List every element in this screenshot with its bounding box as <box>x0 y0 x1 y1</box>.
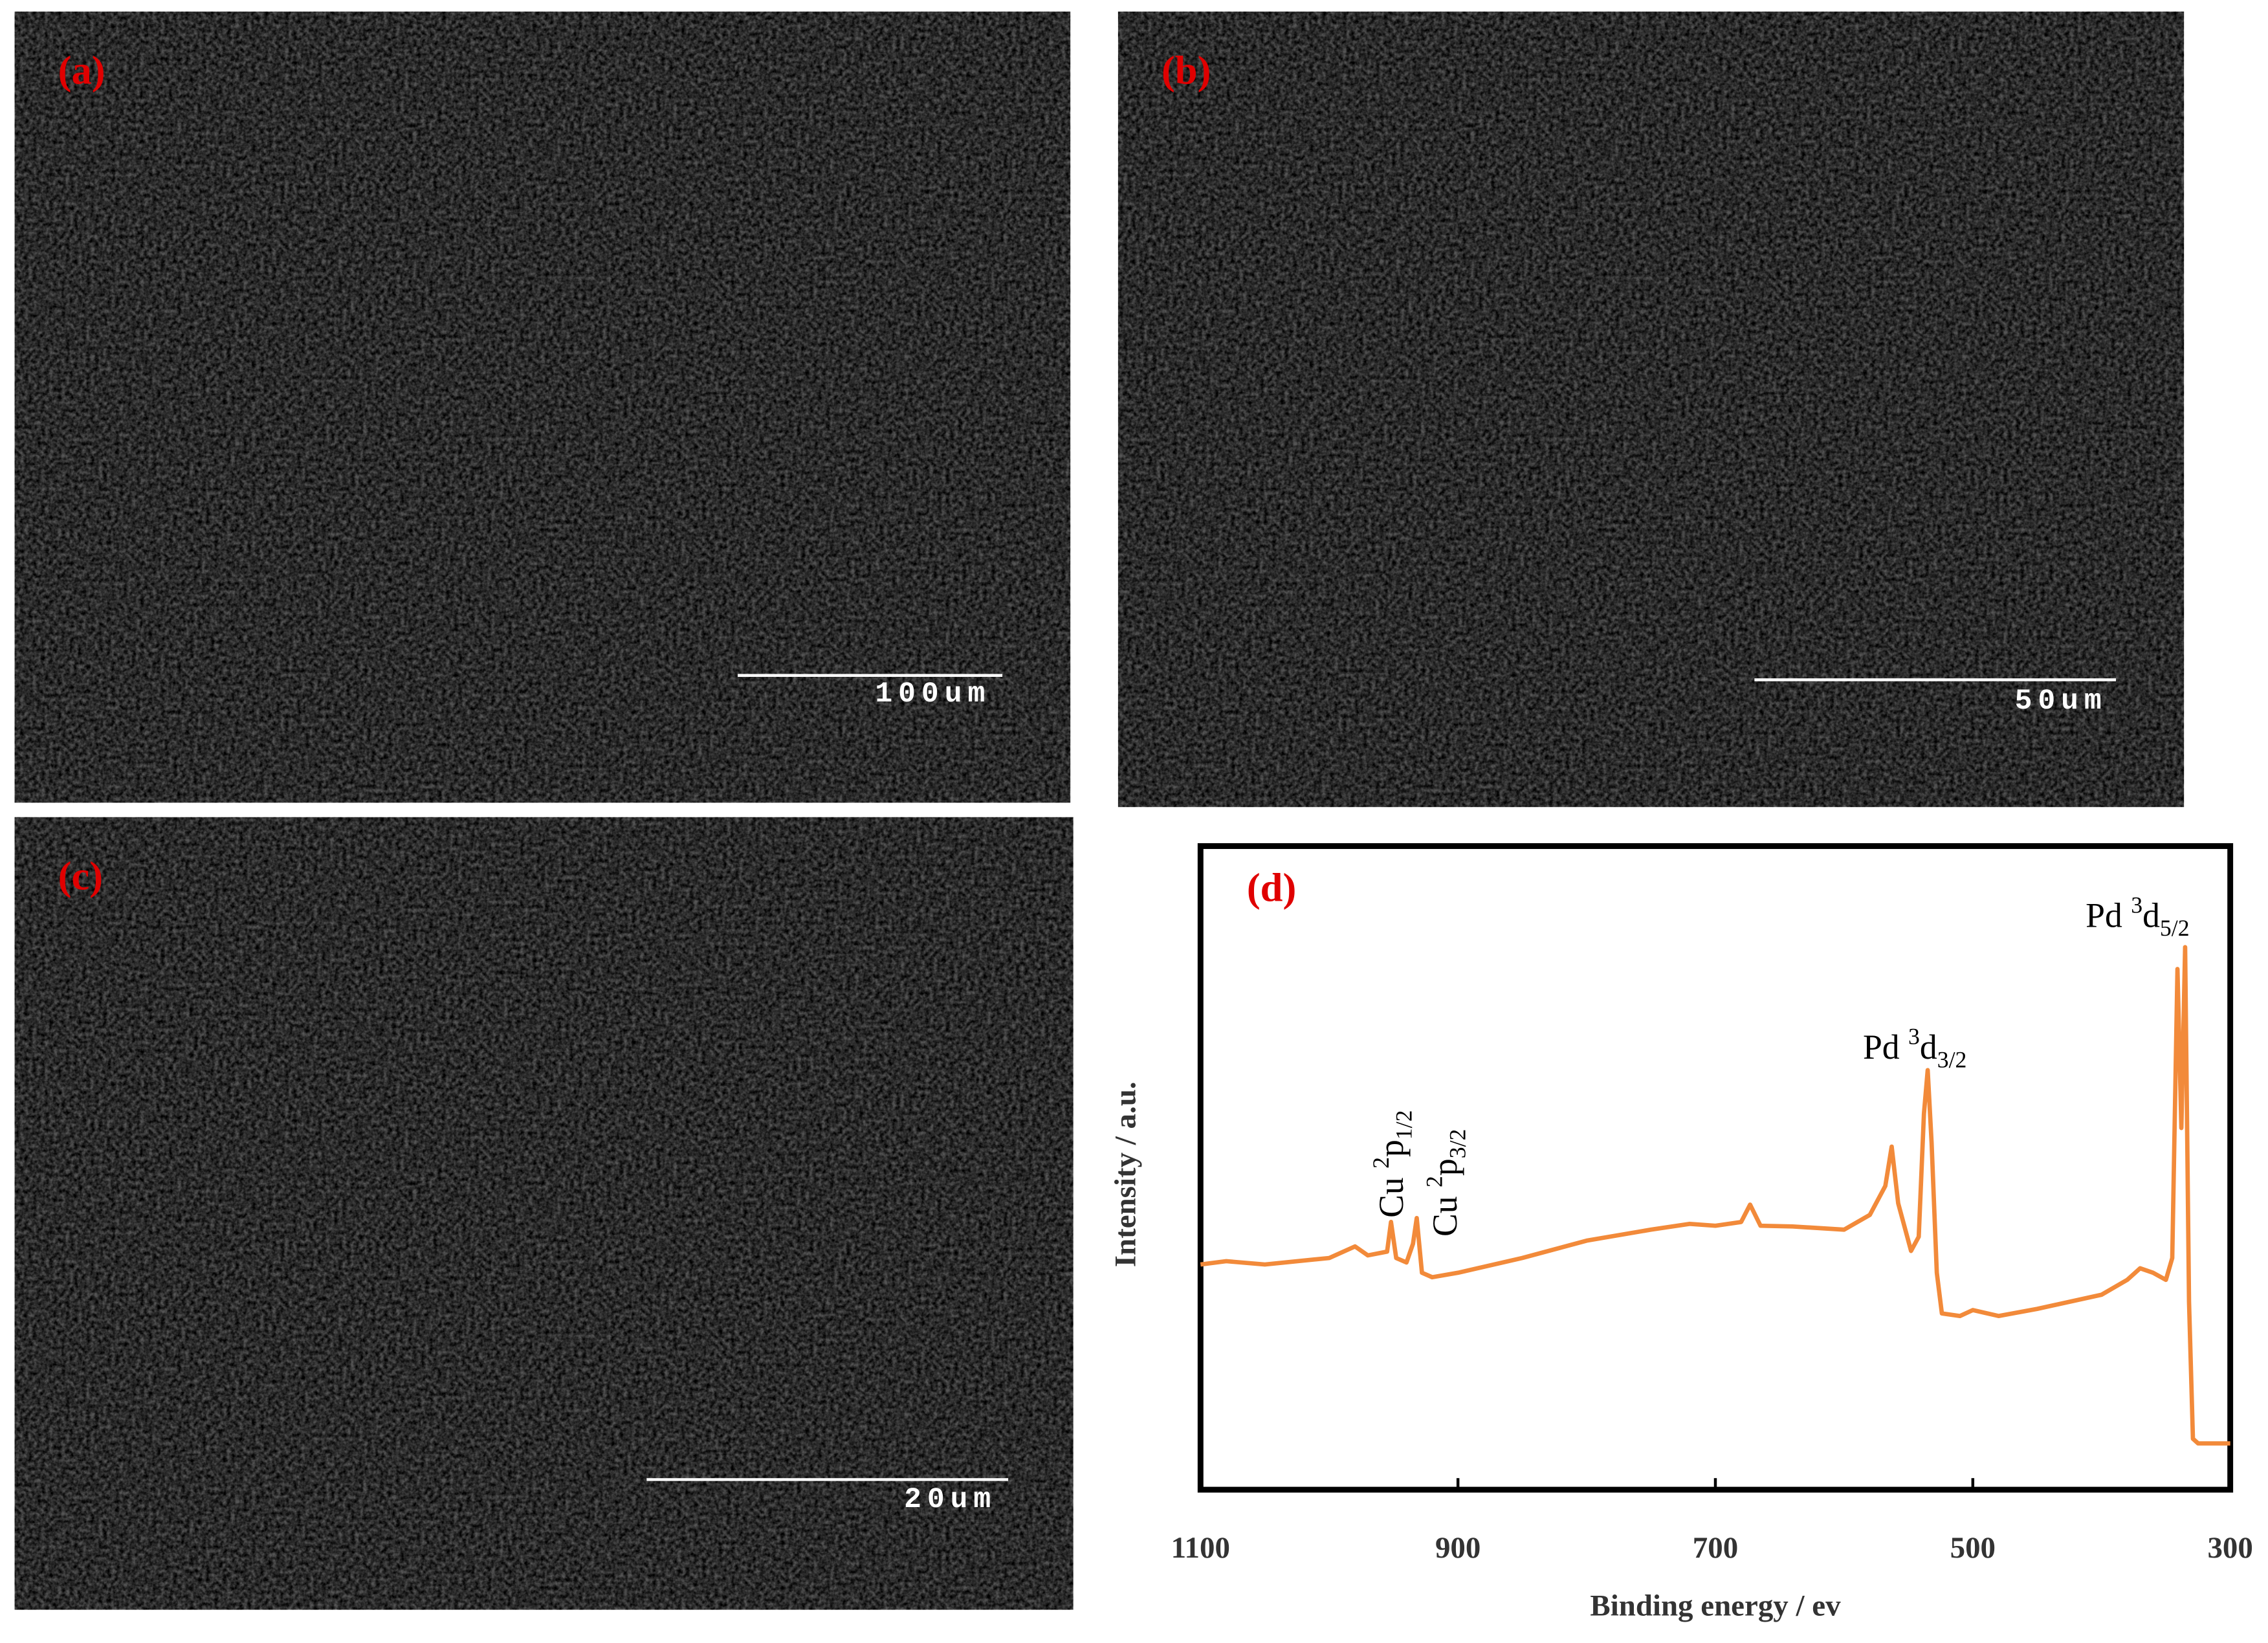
annotation-orbital: d <box>2142 896 2160 935</box>
annotation-superscript: 3 <box>2131 892 2142 918</box>
annotation-element: Cu <box>1426 1196 1464 1237</box>
annotation-subscript: 1/2 <box>1391 1110 1417 1140</box>
annotation-orbital: p <box>1372 1140 1411 1157</box>
x-tick-label: 500 <box>1950 1531 1996 1565</box>
spectrum-line <box>1200 945 2230 1446</box>
peak-annotation: Pd 3d5/2 <box>2086 892 2189 941</box>
scale-bar-label: 50um <box>2015 685 2108 718</box>
panel-label: (a) <box>58 48 105 93</box>
annotation-element: Cu <box>1372 1177 1411 1218</box>
annotation-superscript: 2 <box>1368 1157 1394 1169</box>
peak-annotation: Cu 2p1/2 <box>1368 1110 1417 1218</box>
panel-label: (d) <box>1247 865 1296 910</box>
scale-bar-label: 100um <box>875 678 991 711</box>
sem-texture <box>14 11 1071 803</box>
sem-texture <box>14 817 1073 1610</box>
annotation-subscript: 3/2 <box>1444 1129 1470 1159</box>
sem-texture <box>1117 11 2185 808</box>
annotation-superscript: 3 <box>1908 1024 1920 1050</box>
annotation-element: Pd <box>1863 1028 1900 1066</box>
peak-annotation: Pd 3d3/2 <box>1863 1024 1966 1073</box>
x-tick-label: 900 <box>1435 1531 1481 1565</box>
plot-frame <box>1197 843 2234 1493</box>
annotation-subscript: 3/2 <box>1937 1046 1967 1072</box>
panel-label: (b) <box>1162 48 1211 93</box>
annotation-subscript: 5/2 <box>2160 915 2190 941</box>
scale-bar-label: 20um <box>904 1484 996 1516</box>
x-tick-label: 1100 <box>1171 1531 1230 1565</box>
x-tick-label: 300 <box>2207 1531 2252 1565</box>
x-axis-label: Binding energy / ev <box>1590 1589 1841 1623</box>
annotation-element: Pd <box>2086 896 2122 935</box>
peak-annotation: Cu 2p3/2 <box>1422 1129 1471 1237</box>
panel-label: (c) <box>58 854 103 899</box>
annotation-superscript: 2 <box>1422 1176 1448 1187</box>
x-tick-label: 700 <box>1693 1531 1738 1565</box>
y-axis-label: Intensity / a.u. <box>1109 1081 1143 1267</box>
annotation-orbital: p <box>1426 1158 1464 1176</box>
annotation-orbital: d <box>1920 1028 1937 1066</box>
